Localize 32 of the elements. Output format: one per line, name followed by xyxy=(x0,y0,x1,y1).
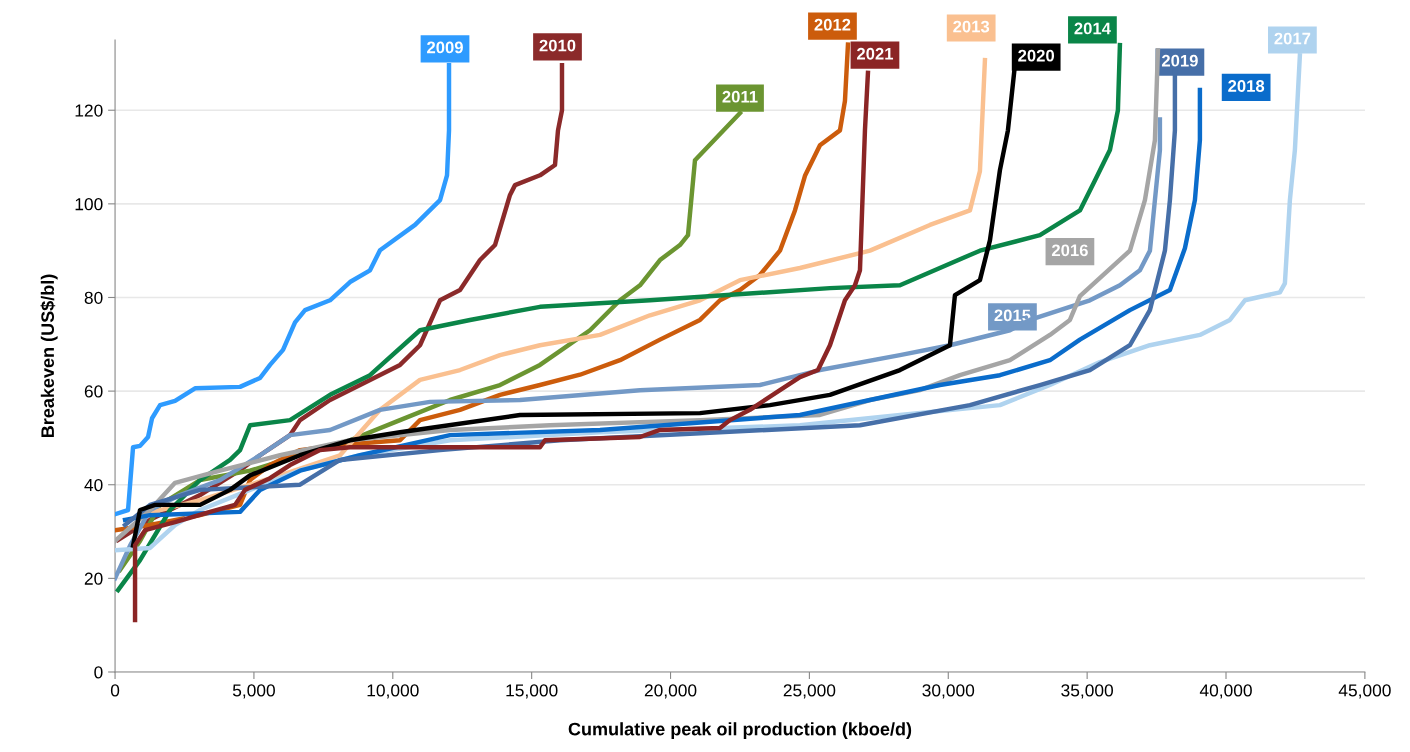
y-tick-label: 60 xyxy=(84,385,103,398)
series-label: 2019 xyxy=(1161,54,1198,67)
x-axis-title: Cumulative peak oil production (kboe/d) xyxy=(568,722,912,740)
y-tick-label: 100 xyxy=(75,198,103,211)
x-tick-label: 40,000 xyxy=(1199,684,1252,699)
x-tick-label: 35,000 xyxy=(1061,684,1114,699)
series-label: 2012 xyxy=(814,18,851,31)
x-tick-label: 30,000 xyxy=(922,684,975,699)
y-tick-label: 20 xyxy=(84,572,103,585)
series-label: 2020 xyxy=(1018,49,1055,62)
y-axis-title: Breakeven (US$/bl) xyxy=(40,274,58,438)
x-tick-label: 10,000 xyxy=(367,684,419,699)
series-label: 2021 xyxy=(856,47,894,60)
x-tick-label: 25,000 xyxy=(783,684,836,699)
x-tick-label: 15,000 xyxy=(506,684,558,699)
series-label: 2016 xyxy=(1051,244,1088,257)
x-tick-label: 5,000 xyxy=(232,684,275,699)
x-tick-label: 45,000 xyxy=(1338,684,1391,699)
series-label: 2015 xyxy=(994,309,1031,322)
series-label: 2011 xyxy=(722,90,758,103)
y-tick-label: 120 xyxy=(75,104,103,117)
series-label: 2014 xyxy=(1074,22,1111,35)
x-tick-label: 20,000 xyxy=(644,684,697,699)
series-label: 2010 xyxy=(539,39,576,52)
y-tick-label: 80 xyxy=(84,291,103,304)
series-label: 2013 xyxy=(953,20,990,33)
y-tick-label: 0 xyxy=(94,666,103,679)
series-label: 2017 xyxy=(1274,32,1311,45)
series-label: 2009 xyxy=(427,41,463,54)
series-label: 2018 xyxy=(1228,80,1265,92)
x-tick-label: 0 xyxy=(110,684,120,697)
y-tick-label: 40 xyxy=(84,478,103,492)
